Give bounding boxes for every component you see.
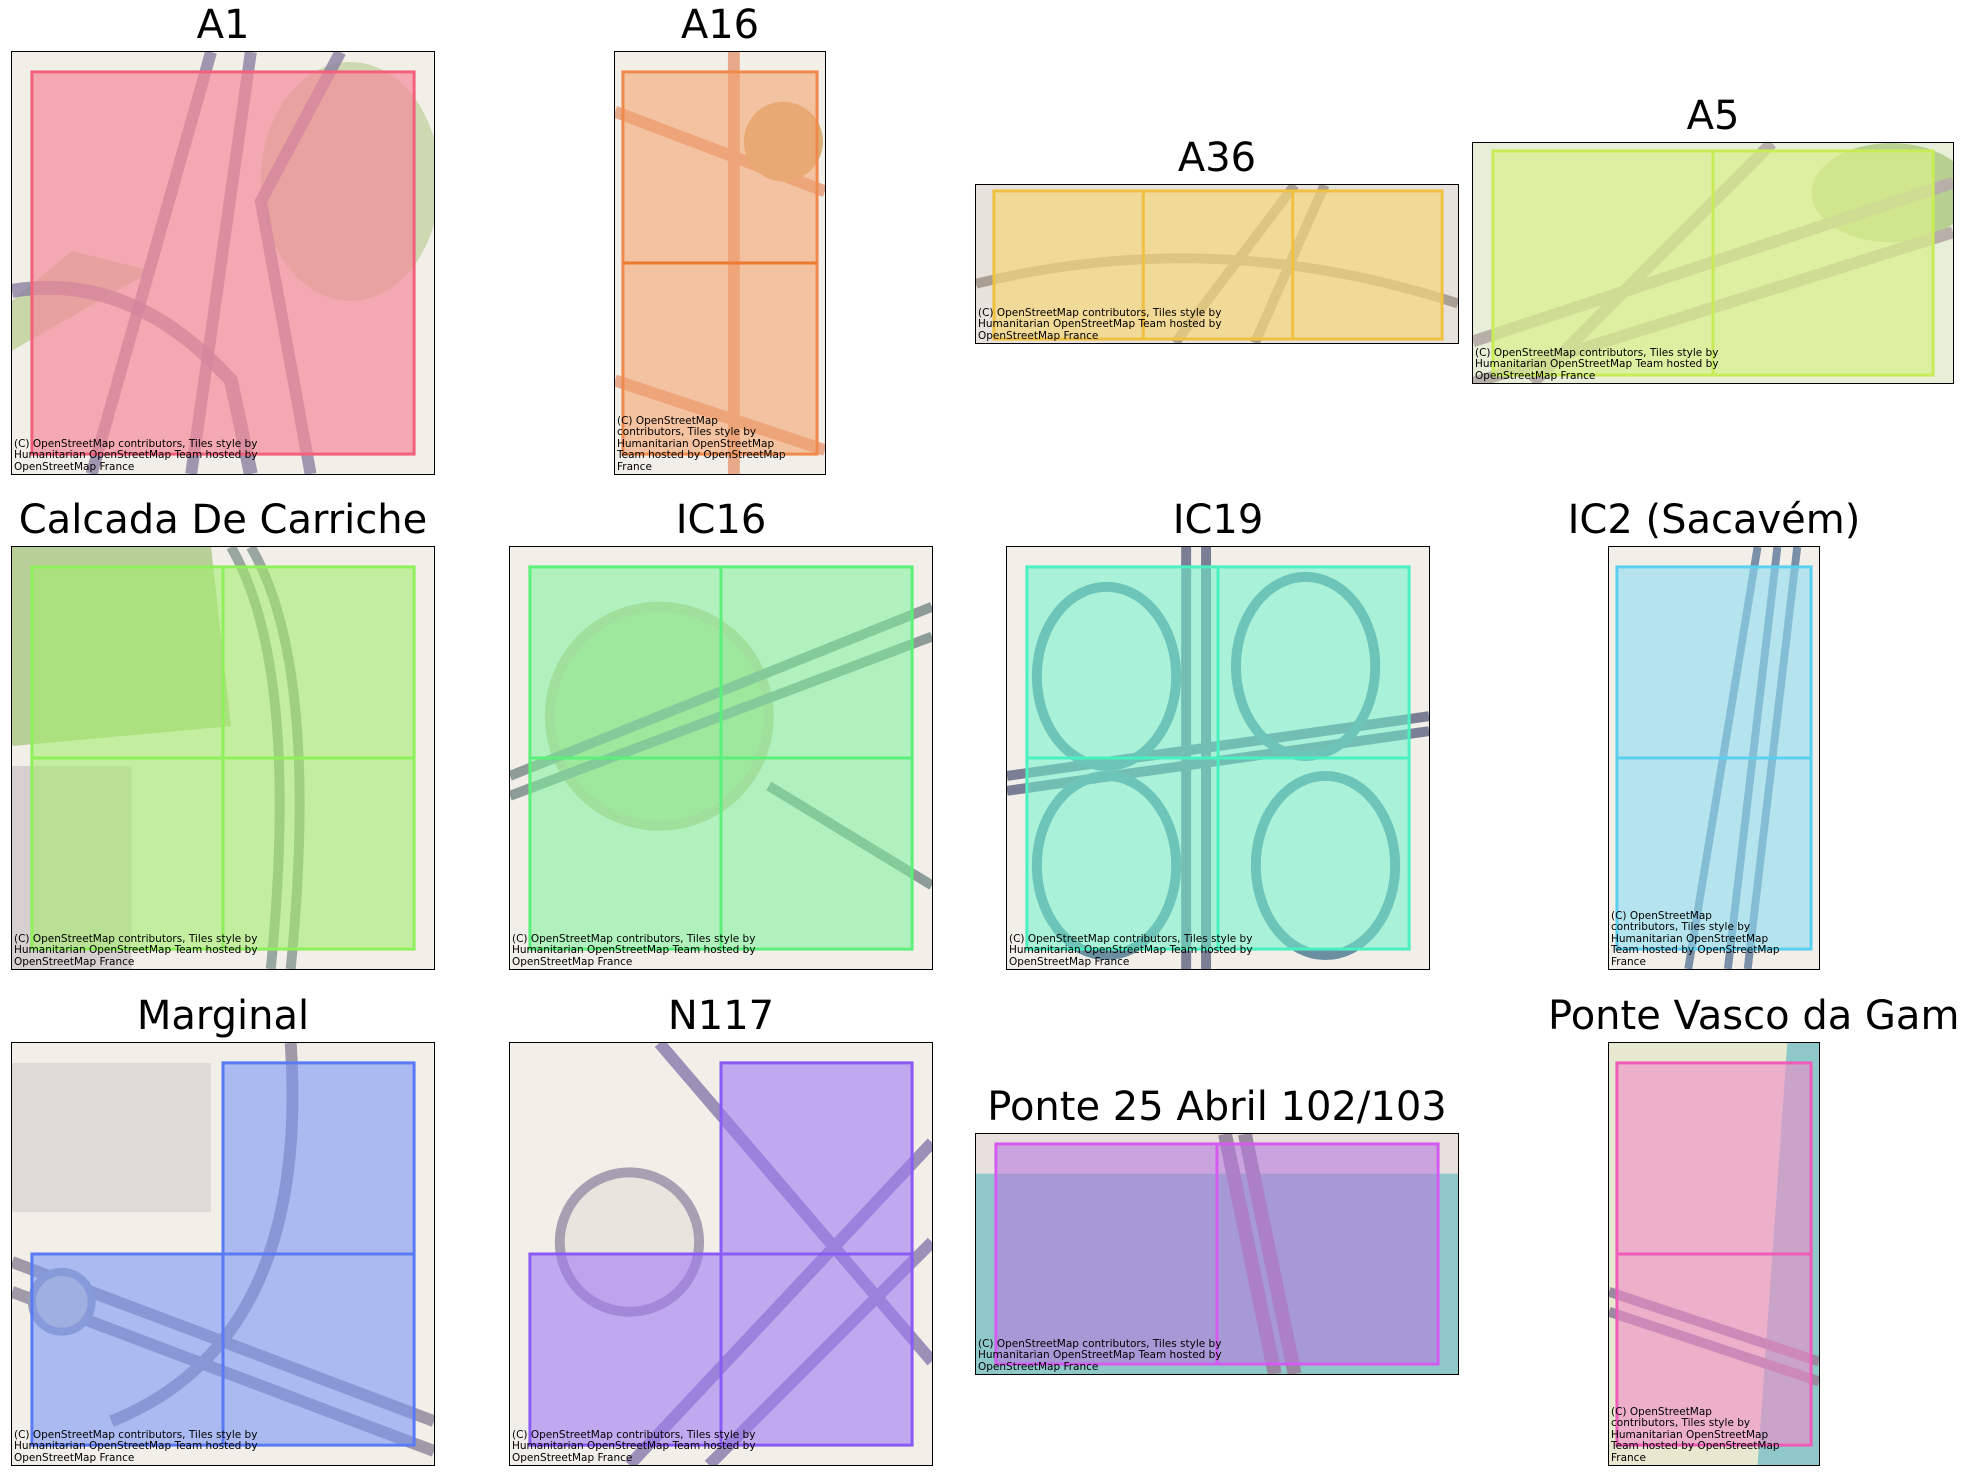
map-attribution: (C) OpenStreetMap contributors, Tiles st… (978, 306, 1222, 342)
panel-a5: A5 (C) OpenStreetMap contributors, Tiles… (1472, 96, 1954, 384)
panel-ic16: IC16 (C) OpenStreetMap contributors, Til… (509, 500, 933, 970)
panel-title: A16 (680, 2, 760, 48)
panel-title: Ponte Vasco da Gama (1548, 993, 1961, 1039)
map-tile[interactable]: (C) OpenStreetMap contributors, Tiles st… (975, 184, 1459, 344)
map-attribution: (C) OpenStreetMap contributors, Tiles st… (1009, 932, 1253, 968)
map-attribution: (C) OpenStreetMap contributors, Tiles st… (512, 932, 756, 968)
map-tile[interactable]: (C) OpenStreetMap contributors, Tiles st… (975, 1133, 1459, 1375)
map-tile[interactable]: (C) OpenStreetMap contributors, Tiles st… (509, 546, 933, 970)
panel-ic2: IC2 (Sacavém) (C) OpenStreetMap contribu… (1568, 500, 1860, 970)
map-attribution: (C) OpenStreetMap contributors, Tiles st… (512, 1428, 756, 1464)
panel-vascogama: Ponte Vasco da Gama (C) OpenStreetMap co… (1548, 996, 1961, 1466)
map-tile[interactable]: (C) OpenStreetMap contributors, Tiles st… (614, 51, 826, 475)
panel-a1: A1 (C) OpenStreetMap contributors, Tiles… (11, 5, 435, 475)
map-tile[interactable]: (C) OpenStreetMap contributors, Tiles st… (509, 1042, 933, 1466)
panel-title: IC19 (1172, 497, 1264, 543)
map-tile[interactable]: (C) OpenStreetMap contributors, Tiles st… (11, 1042, 435, 1466)
panel-title: Ponte 25 Abril 102/103 (987, 1084, 1447, 1130)
map-attribution: (C) OpenStreetMap contributors, Tiles st… (617, 414, 786, 473)
panel-title: A36 (1177, 135, 1257, 181)
map-tile[interactable]: (C) OpenStreetMap contributors, Tiles st… (1608, 546, 1820, 970)
panel-title: Calcada De Carriche (18, 497, 428, 543)
panel-title: N117 (667, 993, 775, 1039)
panel-title: A5 (1686, 93, 1740, 139)
map-tile[interactable]: (C) OpenStreetMap contributors, Tiles st… (1472, 142, 1954, 384)
panel-title: IC2 (Sacavém) (1567, 497, 1861, 543)
panel-n117: N117 (C) OpenStreetMap contributors, Til… (509, 996, 933, 1466)
panel-ponte25: Ponte 25 Abril 102/103 (C) OpenStreetMap… (975, 1087, 1459, 1375)
panel-title: Marginal (136, 993, 310, 1039)
map-attribution: (C) OpenStreetMap contributors, Tiles st… (1611, 1405, 1780, 1464)
panel-marginal: Marginal (C) OpenStreetMap contributors,… (11, 996, 435, 1466)
map-attribution: (C) OpenStreetMap contributors, Tiles st… (14, 932, 258, 968)
panel-a36: A36 (C) OpenStreetMap contributors, Tile… (975, 138, 1459, 344)
map-attribution: (C) OpenStreetMap contributors, Tiles st… (1475, 346, 1719, 382)
panel-a16: A16 (C) OpenStreetMap contributors, Tile… (614, 5, 826, 475)
map-tile[interactable]: (C) OpenStreetMap contributors, Tiles st… (11, 546, 435, 970)
map-tile[interactable]: (C) OpenStreetMap contributors, Tiles st… (1608, 1042, 1820, 1466)
map-attribution: (C) OpenStreetMap contributors, Tiles st… (978, 1337, 1222, 1373)
map-attribution: (C) OpenStreetMap contributors, Tiles st… (14, 1428, 258, 1464)
map-tile[interactable]: (C) OpenStreetMap contributors, Tiles st… (1006, 546, 1430, 970)
map-attribution: (C) OpenStreetMap contributors, Tiles st… (1611, 909, 1780, 968)
panel-ic19: IC19 (C) OpenStreetMap contributors, Til… (1006, 500, 1430, 970)
panel-title: A1 (196, 2, 250, 48)
panel-carriche: Calcada De Carriche (C) OpenStreetMap co… (11, 500, 435, 970)
panel-title: IC16 (675, 497, 767, 543)
map-tile[interactable]: (C) OpenStreetMap contributors, Tiles st… (11, 51, 435, 475)
map-attribution: (C) OpenStreetMap contributors, Tiles st… (14, 437, 258, 473)
